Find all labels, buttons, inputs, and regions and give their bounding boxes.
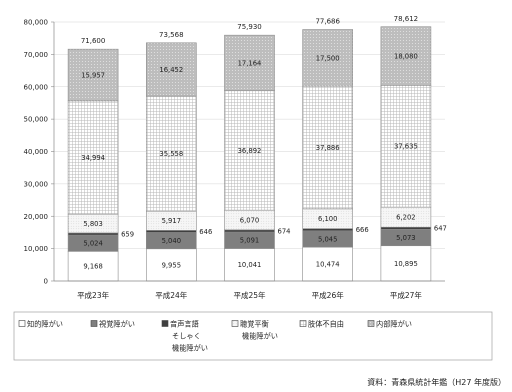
bar-segment: [146, 42, 197, 97]
segment-value-label: 5,045: [318, 235, 337, 243]
segment-value-label: 34,994: [81, 154, 105, 162]
bar-segment: [302, 246, 354, 282]
y-tick-label: 0: [44, 278, 48, 286]
y-tick-label: 60,000: [24, 83, 49, 91]
bar-segment: [224, 90, 275, 211]
bar-segment: [67, 48, 119, 102]
legend-swatch: [367, 320, 375, 327]
legend-label: 音声言語: [170, 320, 199, 329]
segment-value-label: 10,895: [394, 260, 418, 268]
bar-segment: [224, 229, 275, 233]
segment-value-label: 5,091: [240, 237, 259, 245]
segment-value-label: 37,886: [316, 144, 340, 152]
legend-swatch: [161, 320, 169, 327]
bar-segment: [67, 232, 119, 236]
bar-segment: [224, 248, 275, 282]
segment-value-label: 5,803: [83, 220, 102, 228]
segment-value-label: 5,917: [162, 217, 181, 225]
segment-value-label: 6,202: [396, 214, 415, 222]
bar-segment: [380, 26, 432, 86]
legend-label: そしゃく: [172, 332, 201, 341]
segment-value-label: 5,024: [83, 240, 102, 248]
bar-segment: [380, 84, 432, 208]
category-label: 平成24年: [155, 290, 188, 300]
legend-label: 機能障がい: [172, 344, 208, 353]
category-label: 平成23年: [77, 290, 110, 300]
bar-segment: [146, 95, 197, 212]
segment-value-label: 9,168: [83, 263, 102, 271]
legend-swatch: [90, 320, 98, 327]
total-label: 71,600: [81, 37, 106, 45]
y-tick-label: 40,000: [24, 148, 49, 156]
segment-value-label: 6,100: [318, 215, 337, 223]
legend-label: 内部障がい: [376, 320, 412, 329]
total-label: 75,930: [237, 23, 262, 31]
segment-value-label: 35,558: [159, 150, 183, 158]
segment-value-label: 647: [434, 225, 447, 233]
value-labels: 9,168 5,024 659 5,803 34,994 15,957 71,600 9,95…: [81, 15, 447, 271]
bar-segment: [146, 248, 197, 282]
segment-value-label: 5,040: [162, 237, 181, 245]
segment-value-label: 646: [199, 228, 212, 236]
source-note: 資料：青森県統計年鑑（H27 年度版）: [367, 377, 506, 387]
bars: [67, 26, 432, 282]
segment-value-label: 5,073: [396, 234, 415, 242]
bar-segment: [67, 100, 119, 215]
segment-value-label: 10,041: [238, 261, 262, 269]
category-label: 平成26年: [312, 290, 345, 300]
legend-label: 知的障がい: [27, 320, 63, 329]
y-tick-label: 80,000: [24, 19, 49, 27]
y-tick-label: 30,000: [24, 180, 49, 188]
segment-value-label: 6,070: [240, 216, 259, 224]
y-tick-label: 70,000: [24, 51, 49, 59]
segment-value-label: 9,955: [162, 261, 181, 269]
y-tick-label: 50,000: [24, 116, 49, 124]
bar-segment: [146, 230, 197, 233]
segment-value-label: 659: [121, 230, 134, 238]
axes: 0 10,000 20,000 30,000 40,000 50,000 60,000 70,…: [24, 19, 445, 300]
segment-value-label: 36,892: [238, 147, 262, 155]
legend-label: 機能障がい: [242, 332, 278, 341]
bar-segment: [224, 34, 275, 92]
segment-value-label: 37,635: [394, 143, 418, 151]
segment-value-label: 17,164: [238, 59, 262, 67]
legend-swatch: [18, 320, 26, 327]
legend-label: 肢体不自由: [308, 320, 344, 329]
bar-segment: [302, 85, 354, 210]
segment-value-label: 17,500: [316, 54, 340, 62]
legend-swatch: [231, 320, 239, 327]
segment-value-label: 18,080: [394, 52, 418, 60]
y-tick-label: 10,000: [24, 245, 49, 253]
segment-value-label: 674: [278, 227, 291, 235]
segment-value-label: 16,452: [159, 66, 183, 74]
legend-box: [13, 311, 493, 361]
legend-label: 聴覚平衡: [240, 320, 269, 329]
bar-segment: [67, 251, 119, 282]
category-label: 平成27年: [390, 290, 423, 300]
category-label: 平成25年: [233, 290, 266, 300]
total-label: 78,612: [394, 15, 419, 23]
legend-item: 内部障がい: [367, 320, 412, 329]
legend-item: 知的障がい: [18, 320, 63, 329]
total-label: 73,568: [159, 31, 184, 39]
bar-segment: [302, 29, 354, 87]
y-tick-label: 20,000: [24, 213, 49, 221]
legend-item: 視覚障がい: [90, 320, 135, 329]
legend-swatch: [299, 320, 307, 327]
segment-value-label: 666: [356, 226, 369, 234]
bar-segment: [302, 228, 354, 232]
legend-label: 視覚障がい: [99, 320, 135, 329]
total-label: 77,686: [315, 18, 340, 26]
legend-item: 肢体不自由: [299, 320, 344, 329]
segment-value-label: 15,957: [81, 71, 105, 79]
segment-value-label: 10,474: [316, 260, 340, 268]
bar-segment: [380, 226, 432, 230]
